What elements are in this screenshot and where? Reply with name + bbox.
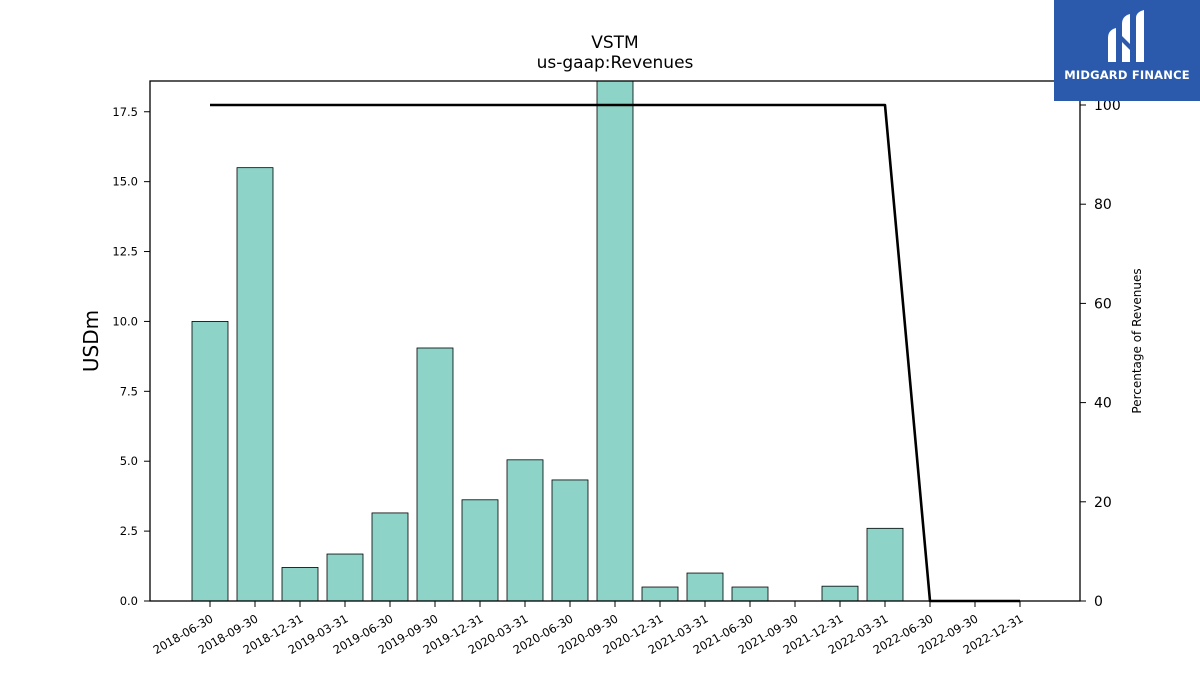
- bar-2019-06-30: [371, 512, 409, 602]
- y2-tick-label: 40: [1094, 396, 1112, 412]
- left-axis-ticks: 0.0 2.5 5.0 7.5 10.0 12.5 15.0 17.5: [112, 105, 150, 608]
- bar-2020-12-31: [641, 586, 679, 602]
- logo-text: MIDGARD FINANCE: [1064, 68, 1190, 82]
- bar-2021-06-30: [731, 586, 769, 602]
- bar-2020-03-31: [506, 459, 544, 602]
- chart-subtitle: us-gaap:Revenues: [537, 53, 694, 73]
- bar-2022-03-31: [866, 527, 904, 602]
- bar-2019-09-30: [416, 347, 454, 602]
- y-tick-label: 5.0: [120, 454, 138, 468]
- bar-2020-09-30: [596, 80, 634, 602]
- chart-title: VSTM: [591, 33, 638, 53]
- bar-2019-03-31: [326, 553, 364, 602]
- bar-2021-03-31: [686, 572, 724, 602]
- y2-axis-label: Percentage of Revenues: [1130, 268, 1144, 413]
- midgard-finance-logo: MIDGARD FINANCE: [1054, 0, 1200, 101]
- y2-tick-label: 80: [1094, 197, 1112, 213]
- bar-2018-12-31: [281, 567, 319, 602]
- y2-tick-label: 60: [1094, 296, 1112, 312]
- y-tick-label: 12.5: [112, 245, 138, 259]
- y-tick-label: 0.0: [120, 594, 138, 608]
- y-tick-label: 7.5: [120, 384, 138, 398]
- y2-tick-label: 20: [1094, 495, 1112, 511]
- y2-tick-label: 100: [1094, 98, 1121, 114]
- x-axis-ticks: 2018-06-302018-09-302018-12-312019-03-31…: [151, 601, 1026, 657]
- bar-2018-09-30: [236, 167, 274, 602]
- bar-2018-06-30: [191, 321, 229, 602]
- y-axis-label: USDm: [79, 310, 103, 372]
- y-tick-label: 15.0: [112, 175, 138, 189]
- bar-2019-12-31: [461, 499, 499, 602]
- right-axis-ticks: 0 20 40 60 80 100: [1080, 98, 1121, 610]
- y-tick-label: 10.0: [112, 314, 138, 328]
- y-tick-label: 2.5: [120, 524, 138, 538]
- bar-2021-12-31: [821, 585, 859, 602]
- bar-series: [191, 80, 904, 602]
- y2-tick-label: 0: [1094, 594, 1103, 610]
- midgard-logo-icon: [1108, 10, 1144, 62]
- y-tick-label: 17.5: [112, 105, 138, 119]
- bar-2020-06-30: [551, 479, 589, 602]
